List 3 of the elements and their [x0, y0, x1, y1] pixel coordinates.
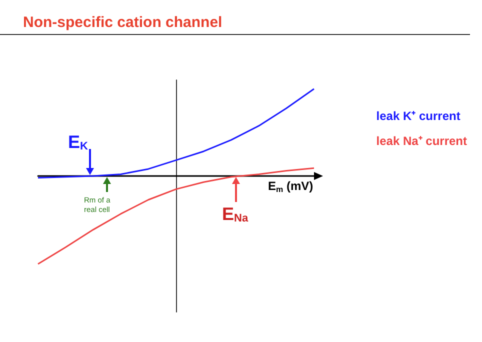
- text: leak Na⁺ current: [376, 134, 468, 148]
- text: leak K⁺ current: [376, 109, 460, 123]
- chart-title: Non-specific cation channel: [23, 14, 222, 31]
